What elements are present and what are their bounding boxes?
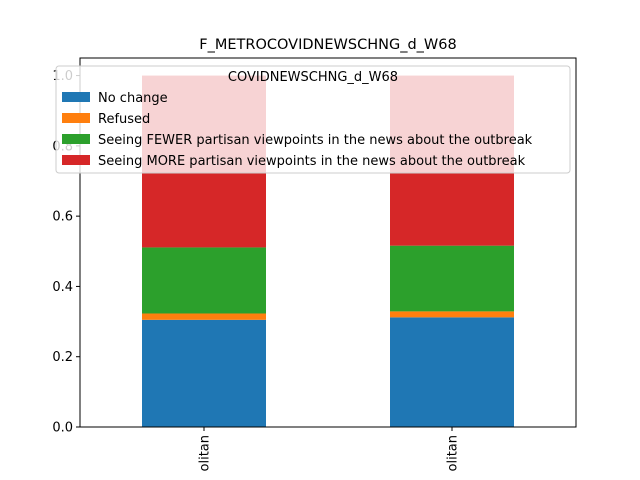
legend-label: Seeing MORE partisan viewpoints in the n… [98,154,526,169]
legend-swatch [62,134,90,144]
bar-segment [142,247,266,314]
legend: COVIDNEWSCHNG_d_W68 No change Refused Seein… [55,65,571,174]
bar-segment [390,245,514,312]
y-tick-label: 0.2 [52,350,73,365]
bar-segment [142,319,266,427]
legend-title: COVIDNEWSCHNG_d_W68 [228,70,398,85]
legend-frame [55,65,571,174]
legend-swatch [62,92,90,102]
x-tick-label: olitan [198,435,213,471]
bar-segment [390,317,514,427]
bar-segment [142,313,266,320]
axes-group: 0.00.20.40.60.81.0olitanolitan [52,57,577,471]
x-tick-label: olitan [446,435,461,471]
bar-segment [390,311,514,318]
legend-swatch [62,155,90,165]
legend-swatch [62,113,90,123]
plot-frame [79,57,577,428]
y-tick-label: 0.0 [52,421,73,436]
y-tick-label: 0.4 [52,280,73,295]
y-tick-label: 0.6 [52,210,73,225]
chart-title: F_METROCOVIDNEWSCHNG_d_W68 [199,37,456,53]
legend-label: Refused [98,112,150,127]
legend-label: No change [98,91,168,106]
legend-label: Seeing FEWER partisan viewpoints in the … [98,133,533,148]
